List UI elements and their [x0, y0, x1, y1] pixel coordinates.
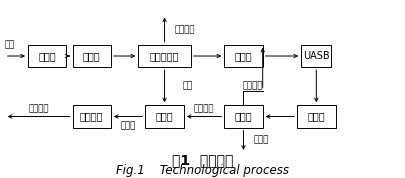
Text: 细格栅: 细格栅 — [38, 51, 56, 61]
FancyBboxPatch shape — [138, 45, 190, 67]
Text: 污泥脱水: 污泥脱水 — [80, 111, 103, 122]
Text: UASB: UASB — [302, 51, 329, 61]
Text: 调节池: 调节池 — [234, 51, 252, 61]
FancyBboxPatch shape — [224, 45, 262, 67]
Text: Fig.1    Technological process: Fig.1 Technological process — [116, 164, 289, 177]
Text: 污泥: 污泥 — [182, 82, 192, 91]
FancyBboxPatch shape — [301, 45, 330, 67]
Text: 污水: 污水 — [5, 40, 15, 49]
Text: 撇油沉淀池: 撇油沉淀池 — [149, 51, 179, 61]
Text: 污泥回流: 污泥回流 — [242, 81, 263, 90]
Text: 图1  工艺流程: 图1 工艺流程 — [172, 154, 233, 167]
Text: 污泥外运: 污泥外运 — [174, 25, 195, 34]
Text: 二沉池: 二沉池 — [234, 111, 252, 122]
Text: 剩余污泥: 剩余污泥 — [193, 104, 214, 113]
Text: 污泥外运: 污泥外运 — [28, 104, 49, 113]
Text: 集水井: 集水井 — [83, 51, 100, 61]
Text: 氧化沟: 氧化沟 — [307, 111, 324, 122]
FancyBboxPatch shape — [72, 45, 111, 67]
FancyBboxPatch shape — [224, 105, 262, 128]
Text: 污泥池: 污泥池 — [156, 111, 173, 122]
FancyBboxPatch shape — [296, 105, 335, 128]
FancyBboxPatch shape — [28, 45, 66, 67]
FancyBboxPatch shape — [145, 105, 183, 128]
FancyBboxPatch shape — [72, 105, 111, 128]
Text: 水排放: 水排放 — [253, 136, 268, 145]
Text: 污泥泵: 污泥泵 — [120, 122, 136, 130]
